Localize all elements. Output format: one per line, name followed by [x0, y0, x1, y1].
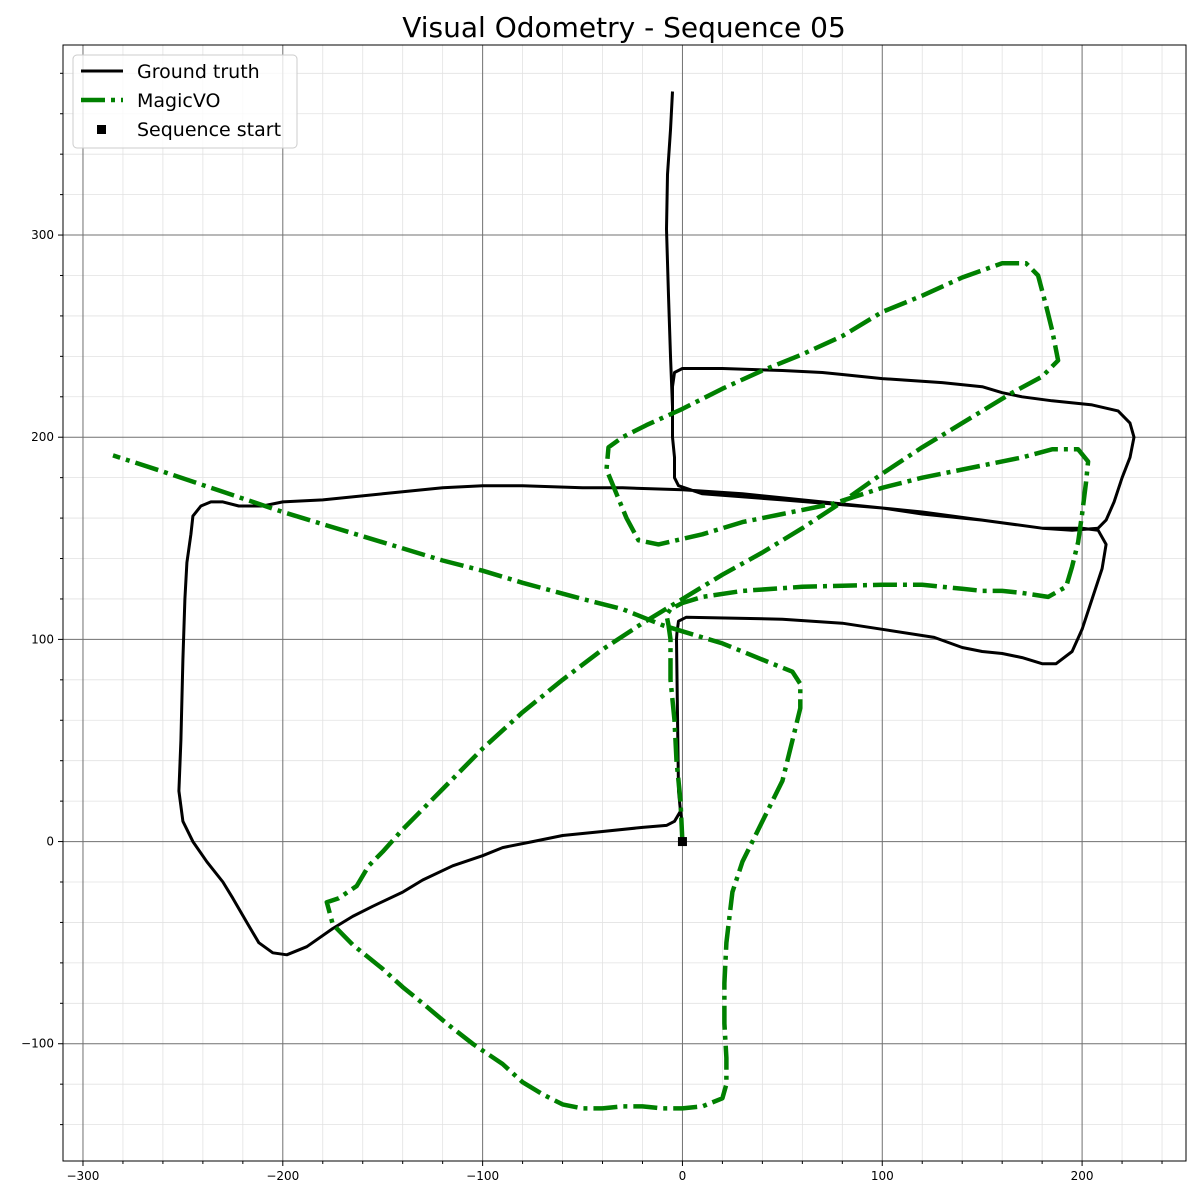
- x-tick-label: −200: [266, 1169, 299, 1183]
- ground-truth-trajectory: [665, 91, 674, 407]
- y-tick-label: −100: [21, 1037, 54, 1051]
- y-tick-label: 0: [46, 835, 54, 849]
- legend-label-ground-truth: Ground truth: [137, 61, 260, 83]
- legend: Ground truth MagicVO Sequence start: [72, 54, 298, 149]
- x-tick-label: 200: [1071, 1169, 1094, 1183]
- axis-ticks: −300 −200 −100 0 100 200 −100 0 100 200 300: [21, 72, 1163, 1183]
- x-tick-label: −100: [466, 1169, 499, 1183]
- ground-truth-trajectory: [177, 367, 1136, 957]
- plot-area: [63, 45, 1186, 1161]
- legend-box: [72, 54, 298, 149]
- marker-layer: [677, 837, 687, 847]
- magicvo-trajectory: [112, 261, 1091, 1111]
- y-tick-label: 300: [31, 228, 54, 242]
- series-layer: [112, 91, 1136, 1111]
- legend-swatch-sequence-start: [97, 125, 106, 134]
- sequence-start-marker: [677, 837, 687, 847]
- y-tick-label: 100: [31, 632, 54, 646]
- chart-title: Visual Odometry - Sequence 05: [402, 11, 846, 44]
- y-tick-label: 200: [31, 430, 54, 444]
- x-tick-label: −300: [66, 1169, 99, 1183]
- plot-frame: [62, 44, 1187, 1162]
- legend-label-magicvo: MagicVO: [137, 90, 220, 112]
- x-tick-label: 100: [871, 1169, 894, 1183]
- legend-label-sequence-start: Sequence start: [137, 119, 281, 141]
- minor-grid: [63, 45, 1186, 1161]
- x-tick-label: 0: [679, 1169, 687, 1183]
